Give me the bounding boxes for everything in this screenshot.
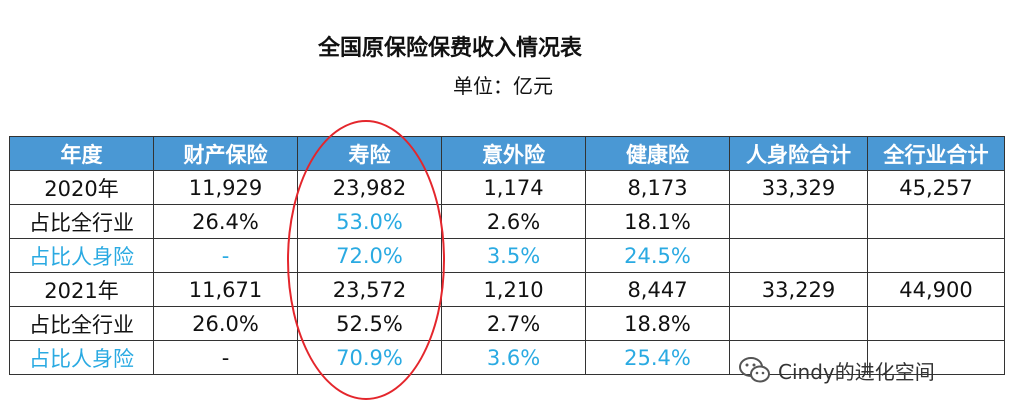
- table-cell: 25.4%: [585, 340, 730, 375]
- table-cell: [867, 340, 1005, 375]
- table-row: 占比人身险 -70.9% 3.6% 25.4%: [9, 340, 1005, 375]
- table-cell: 26.0%: [153, 306, 298, 341]
- table-cell: [729, 238, 868, 273]
- table-cell: 24.5%: [585, 238, 730, 273]
- table-cell: 占比全行业: [9, 306, 154, 341]
- table-header-row: 年度 财产保险 寿险 意外险 健康险 人身险合计 全行业合计: [9, 136, 1005, 171]
- table-cell: 11,671: [153, 272, 298, 307]
- watermark-text: Cindy的进化空间: [778, 359, 935, 384]
- table-cell: 占比人身险: [9, 340, 154, 375]
- table-row: 2020年 11,929 23,982 1,174 8,173 33,329 45,257: [9, 170, 1005, 205]
- table-cell: 2021年: [9, 272, 154, 307]
- header-property-insurance: 财产保险: [153, 136, 298, 171]
- header-life-insurance: 寿险: [297, 136, 442, 171]
- header-health-insurance: 健康险: [585, 136, 730, 171]
- table-cell: 44,900: [867, 272, 1005, 307]
- watermark: Cindy的进化空间: [738, 353, 935, 387]
- table-cell: 占比全行业: [9, 204, 154, 239]
- header-year: 年度: [9, 136, 154, 171]
- table-cell: 占比人身险: [9, 238, 154, 273]
- table-row: 占比全行业 26.0% 52.5% 2.7% 18.8%: [9, 306, 1005, 341]
- table-cell: 45,257: [867, 170, 1005, 205]
- table-cell: [729, 204, 868, 239]
- table-cell: 3.6%: [441, 340, 586, 375]
- table-cell: [729, 306, 868, 341]
- table-cell: [867, 306, 1005, 341]
- table-cell: 33,329: [729, 170, 868, 205]
- table-title: 全国原保险保费收入情况表: [317, 36, 582, 61]
- table-cell: 52.5%: [297, 306, 442, 341]
- header-personal-insurance-total: 人身险合计: [729, 136, 868, 171]
- table-cell: 2020年: [9, 170, 154, 205]
- table-row: 占比全行业 26.4% 53.0% 2.6% 18.1%: [9, 204, 1005, 239]
- table-cell: 1,210: [441, 272, 586, 307]
- table-cell: 26.4%: [153, 204, 298, 239]
- header-industry-total: 全行业合计: [867, 136, 1005, 171]
- table-cell: 2.7%: [441, 306, 586, 341]
- table-row: 占比人身险 -72.0% 3.5% 24.5%: [9, 238, 1005, 273]
- table-row: 2021年 11,671 23,572 1,210 8,447 33,229 44,900: [9, 272, 1005, 307]
- table-cell: 2.6%: [441, 204, 586, 239]
- table-cell: 23,982: [297, 170, 442, 205]
- wechat-icon: [739, 357, 770, 383]
- table-cell: 18.1%: [585, 204, 730, 239]
- table-cell: -: [153, 238, 298, 273]
- table-cell: 11,929: [153, 170, 298, 205]
- header-accident-insurance: 意外险: [441, 136, 586, 171]
- table-cell: 8,447: [585, 272, 730, 307]
- table-cell: 72.0%: [297, 238, 442, 273]
- table-cell: 23,572: [297, 272, 442, 307]
- table-cell: 70.9%: [297, 340, 442, 375]
- table-cell: -: [153, 340, 298, 375]
- table-cell: 53.0%: [297, 204, 442, 239]
- table-cell: 1,174: [441, 170, 586, 205]
- premium-income-table: 年度 财产保险 寿险 意外险 健康险 人身险合计 全行业合计 2020年 11,9…: [9, 136, 1005, 375]
- table-cell: 18.8%: [585, 306, 730, 341]
- table-cell: 3.5%: [441, 238, 586, 273]
- table-cell: 8,173: [585, 170, 730, 205]
- unit-label: 单位：亿元: [453, 74, 553, 98]
- table-cell: 33,229: [729, 272, 868, 307]
- table-cell: [867, 204, 1005, 239]
- table-cell: [867, 238, 1005, 273]
